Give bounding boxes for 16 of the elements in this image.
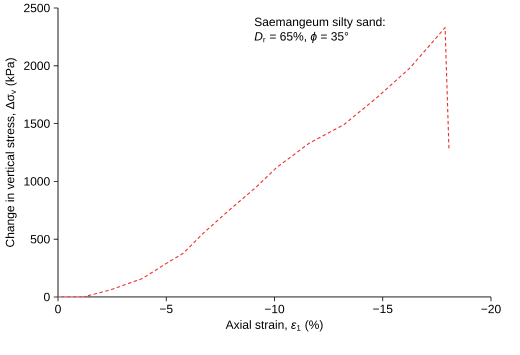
y-tick-label: 500 xyxy=(30,234,50,244)
y-tick-label: 0 xyxy=(44,292,50,302)
y-tick-label: 2000 xyxy=(24,62,50,70)
y-tick-label: 1000 xyxy=(24,177,50,186)
x-tick-label: −5 xyxy=(160,304,173,314)
x-tick-label: −15 xyxy=(373,304,392,314)
annotation: D$_{r}$ = 65%, ϕ = 35° xyxy=(254,32,348,43)
y-axis-title: Change in vertical stress, Δσ$_{v}$ (kPa) xyxy=(5,58,17,247)
y-tick-label: 1500 xyxy=(24,119,50,128)
x-tick-label: −10 xyxy=(264,304,284,314)
line-series xyxy=(57,27,450,298)
y-tick-label: 2500 xyxy=(24,4,50,12)
x-tick-label: 0 xyxy=(55,304,61,314)
x-axis-title: Axial strain, ε$_{1}$ (%) xyxy=(226,320,323,332)
x-tick-label: −20 xyxy=(481,304,501,314)
annotation: Saemangeum silty sand: xyxy=(254,17,384,28)
